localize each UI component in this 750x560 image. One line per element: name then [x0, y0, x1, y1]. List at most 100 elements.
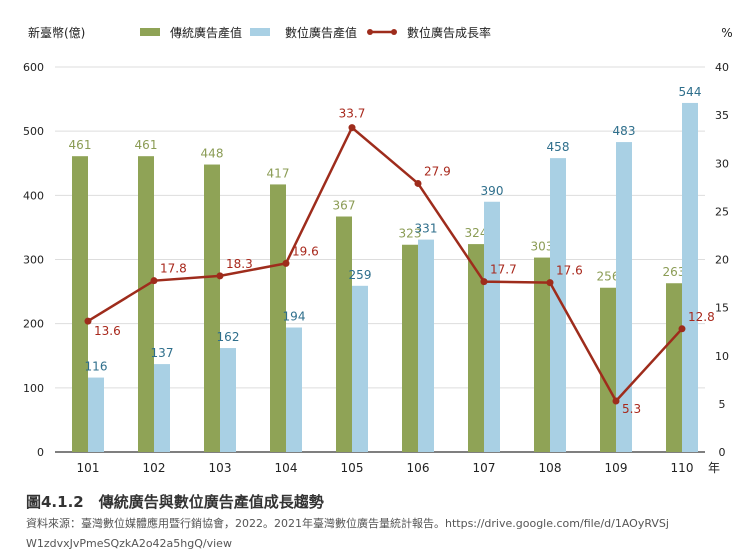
y2-tick-label: 0: [719, 446, 726, 459]
bar-data-label: 256: [597, 270, 620, 284]
y-tick-label: 500: [23, 125, 44, 138]
x-tick-label: 106: [407, 461, 430, 475]
traditional-bar: [402, 244, 418, 452]
y-tick-label: 0: [37, 446, 44, 459]
bar-data-label: 303: [531, 240, 554, 254]
line-data-label: 17.6: [556, 264, 583, 278]
growth-point: [414, 179, 422, 187]
chart: 0 100 200 300 400 500 600 0 5 10 15 20 25 30 35 40 新臺幣(億…: [23, 25, 733, 475]
bar-data-label: 331: [415, 222, 438, 236]
growth-line: [87, 125, 683, 404]
line-data-label: 33.7: [339, 107, 366, 121]
legend-label-digital: 數位廣告產值: [285, 25, 357, 40]
bar-data-label: 367: [333, 199, 356, 213]
line-data-label: 27.9: [424, 164, 451, 178]
traditional-bar: [204, 164, 220, 453]
growth-point: [678, 325, 686, 333]
bar-data-label: 390: [481, 184, 504, 198]
y2-tick-label: 40: [715, 61, 729, 74]
bar-data-label: 162: [217, 330, 240, 344]
legend-marker: [391, 29, 397, 35]
legend-label-traditional: 傳統廣告產值: [170, 25, 242, 40]
y2-axis-label: %: [721, 26, 732, 40]
y2-tick-label: 30: [715, 157, 729, 170]
x-tick-label: 103: [209, 461, 232, 475]
digital-bar: [352, 285, 368, 452]
source-note: 資料來源：臺灣數位媒體應用暨行銷協會，2022。2021年臺灣數位廣告量統計報告…: [26, 514, 726, 554]
line-data-label: 19.6: [292, 244, 319, 258]
line-data-label: 17.8: [160, 262, 187, 276]
legend-label-growth: 數位廣告成長率: [407, 25, 491, 40]
figure-caption: 圖4.1.2 傳統廣告與數位廣告產值成長趨勢: [26, 493, 324, 511]
traditional-bar: [270, 184, 286, 453]
digital-bar: [682, 102, 698, 452]
digital-bar: [616, 142, 632, 452]
growth-point: [348, 124, 356, 132]
y-tick-label: 600: [23, 61, 44, 74]
line-data-label: 17.7: [490, 263, 517, 277]
traditional-bar: [666, 283, 682, 452]
bar-data-label: 461: [135, 138, 158, 152]
x-tick-label: 109: [605, 461, 628, 475]
growth-point: [84, 317, 92, 325]
growth-point: [282, 259, 290, 267]
line-data-label: 12.8: [688, 310, 715, 324]
x-tick-label: 101: [77, 461, 100, 475]
digital-bar: [484, 201, 500, 452]
growth-point: [546, 279, 554, 287]
x-tick-label: 108: [539, 461, 562, 475]
bar-data-label: 461: [69, 138, 92, 152]
y-tick-label: 200: [23, 318, 44, 331]
x-tick-label: 104: [275, 461, 298, 475]
bar-data-label: 544: [679, 85, 702, 99]
legend-swatch-digital: [250, 28, 270, 36]
y2-tick-label: 25: [715, 205, 729, 218]
y2-tick-label: 20: [715, 254, 729, 267]
traditional-bar: [72, 156, 88, 453]
y-tick-label: 100: [23, 382, 44, 395]
bar-data-label: 448: [201, 147, 224, 161]
growth-point: [216, 272, 224, 280]
bar-data-label: 263: [663, 265, 686, 279]
line-data-label: 13.6: [94, 324, 121, 338]
y-tick-label: 300: [23, 254, 44, 267]
x-tick-label: 107: [473, 461, 496, 475]
bar-data-label: 137: [151, 346, 174, 360]
bar-data-label: 417: [267, 166, 290, 180]
source-line-1: 資料來源：臺灣數位媒體應用暨行銷協會，2022。2021年臺灣數位廣告量統計報告…: [26, 517, 669, 530]
digital-bar: [154, 364, 170, 452]
legend-swatch-traditional: [140, 28, 160, 36]
digital-bar: [220, 348, 236, 452]
line-data-label: 18.3: [226, 257, 253, 271]
bar-data-label: 194: [283, 310, 306, 324]
growth-point: [612, 397, 620, 405]
x-tick-label: 110: [671, 461, 694, 475]
traditional-bar: [468, 244, 484, 452]
line-data-label: 5.3: [622, 402, 641, 416]
y-axis-label: 新臺幣(億): [28, 25, 85, 40]
digital-bar: [550, 158, 566, 452]
bar-data-label: 259: [349, 268, 372, 282]
legend-marker: [367, 29, 373, 35]
bar-data-label: 323: [399, 227, 422, 241]
bar-data-label: 458: [547, 140, 570, 154]
digital-bar: [418, 239, 434, 452]
traditional-bar: [534, 257, 550, 452]
bar-data-label: 116: [85, 360, 108, 374]
x-tick-label: 102: [143, 461, 166, 475]
x-axis-unit: 年: [708, 461, 720, 475]
traditional-bar: [600, 287, 616, 452]
x-tick-label: 105: [341, 461, 364, 475]
growth-point: [150, 277, 158, 285]
digital-bar: [286, 327, 302, 452]
growth-point: [480, 278, 488, 286]
bar-data-label: 324: [465, 226, 488, 240]
traditional-bar: [336, 216, 352, 452]
traditional-bar: [138, 156, 154, 453]
source-line-2: W1zdvxJvPmeSQzkA2o42a5hgQ/view: [26, 537, 232, 550]
bar-data-label: 483: [613, 124, 636, 138]
y-tick-label: 400: [23, 189, 44, 202]
y2-tick-label: 5: [719, 398, 726, 411]
digital-bar: [88, 377, 104, 452]
y2-tick-label: 10: [715, 350, 729, 363]
